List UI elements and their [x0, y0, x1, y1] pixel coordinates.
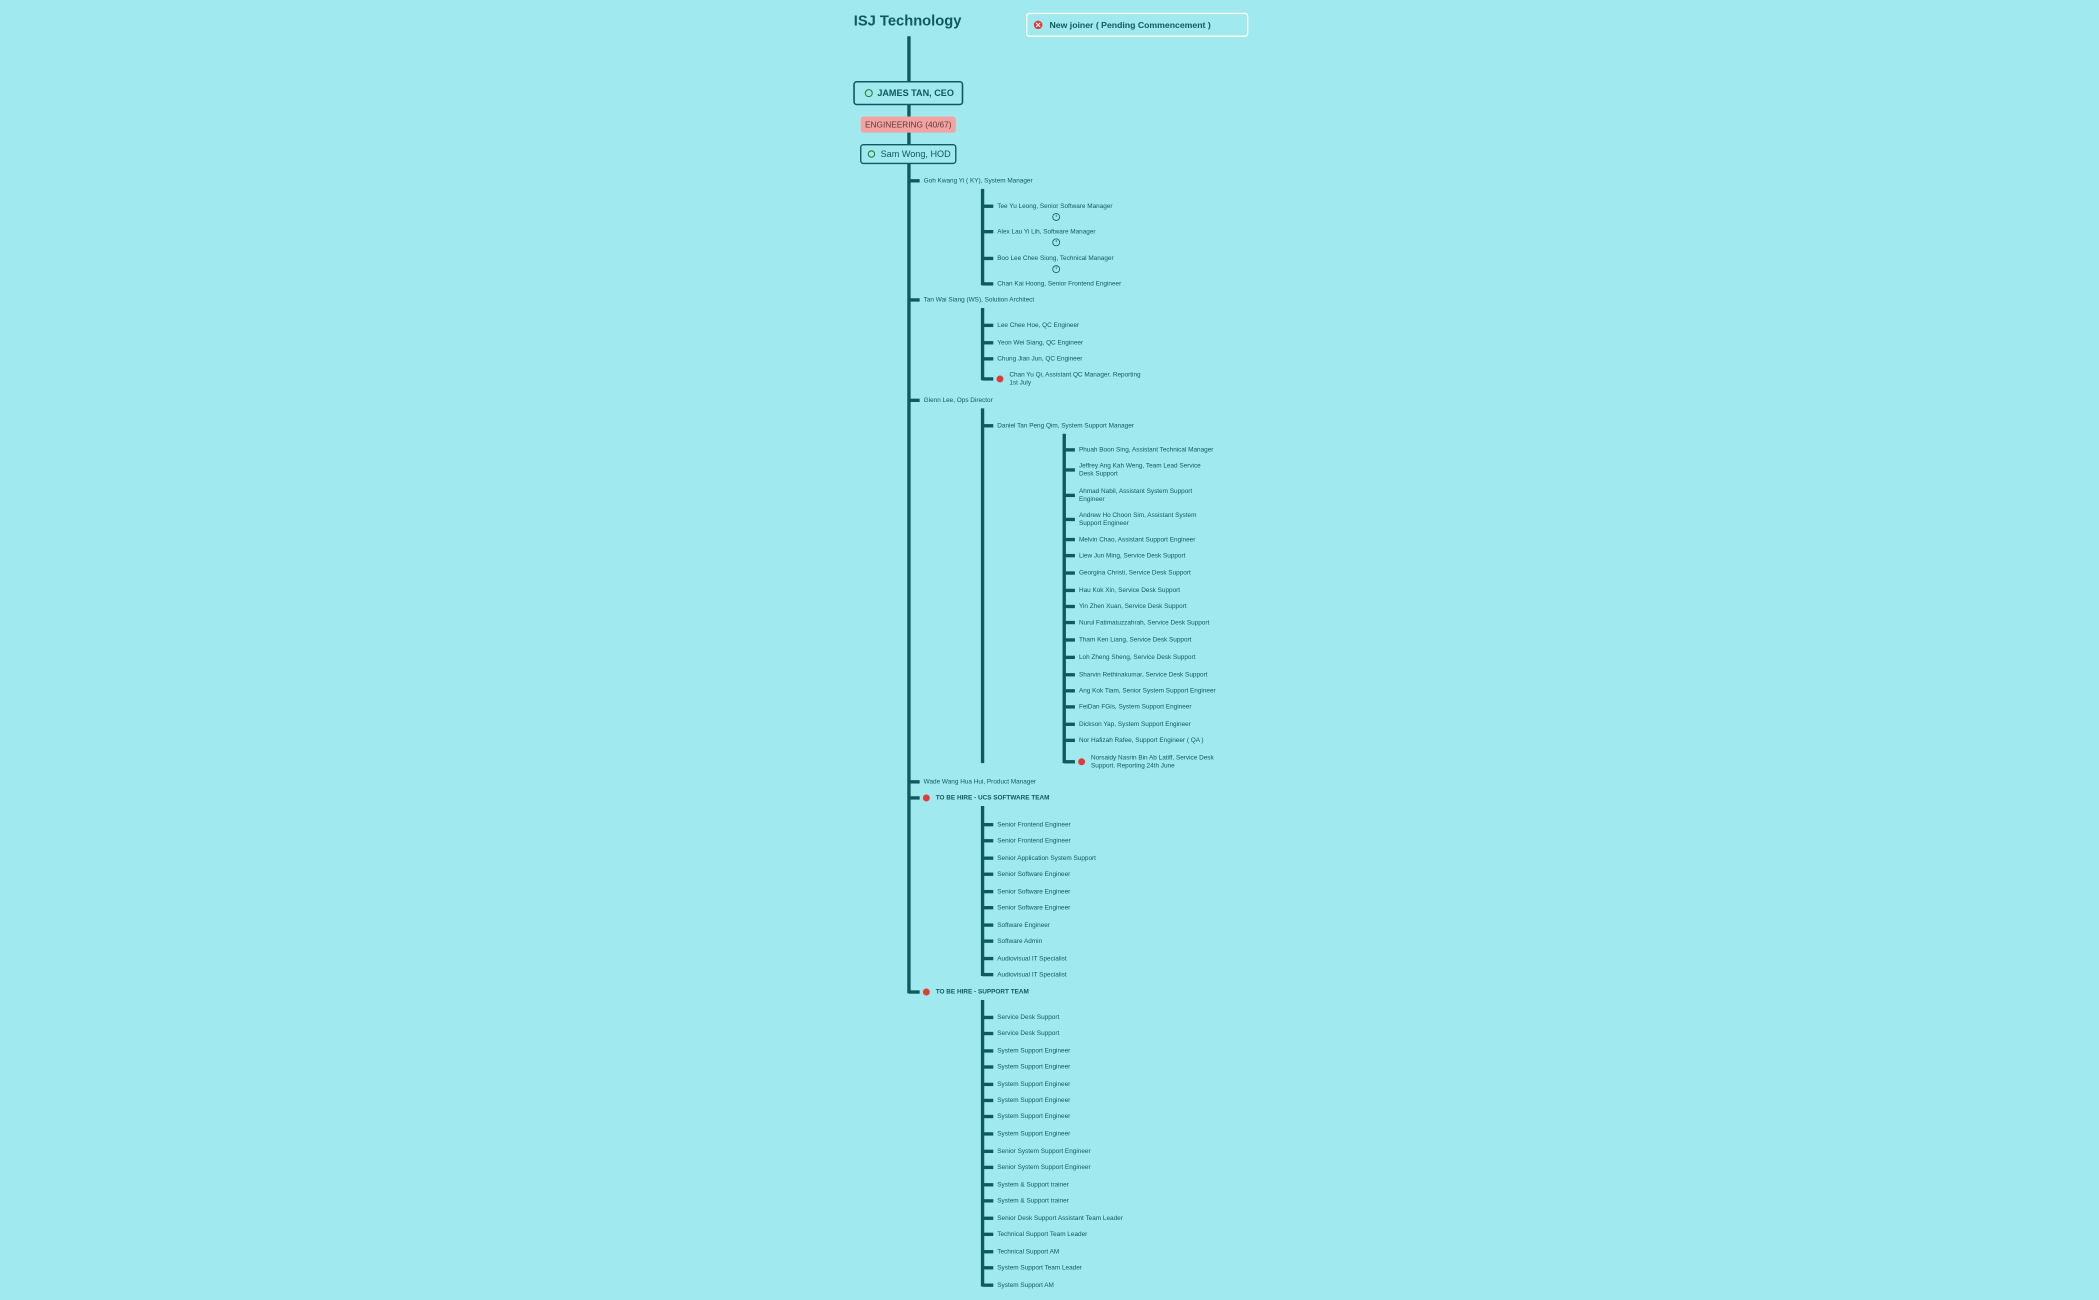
department-label: ENGINEERING (40/67) [865, 119, 952, 129]
node-label: Senior Software Engineer [997, 888, 1071, 895]
node-label: Boo Lee Chee Siong, Technical Manager [997, 255, 1114, 262]
clock-icon [1052, 238, 1061, 247]
node-label: System Support Engineer [997, 1097, 1071, 1104]
node-label: Melvin Chao, Assistant Support Engineer [1079, 536, 1196, 543]
node-label: Nor Hafizah Rafee, Support Engineer ( QA… [1079, 737, 1204, 744]
node-label: Senior Software Engineer [997, 904, 1071, 911]
node-label: Lee Chee Hoe, QC Engineer [997, 322, 1080, 329]
node-label: Alex Lau Yi Lih, Software Manager [997, 228, 1096, 235]
node-label: Service Desk Support [997, 1014, 1059, 1021]
node-label: System Support Engineer [997, 1113, 1071, 1120]
node-label: Tham Ken Liang, Service Desk Support [1079, 637, 1192, 644]
node-label: TO BE HIRE - UCS SOFTWARE TEAM [936, 795, 1050, 802]
node-label: Senior System Support Engineer [997, 1148, 1091, 1155]
node-label: Georgina Christi, Service Desk Support [1079, 570, 1191, 577]
node-label: Senior Software Engineer [997, 871, 1071, 878]
node-label: System Support Engineer [997, 1081, 1071, 1088]
node-label: Audiovisual IT Specialist [997, 971, 1067, 978]
node-label: System Support AM [997, 1282, 1054, 1289]
node-label: Chung Jian Jun, QC Engineer [997, 356, 1083, 363]
node-label: Chan Yu Qi, Assistant QC Manager. Report… [1009, 372, 1141, 379]
node-label: FeiDan FGis, System Support Engineer [1079, 704, 1192, 711]
new-joiner-icon [1078, 758, 1086, 766]
node-label: System Support Team Leader [997, 1264, 1082, 1271]
node-label: Liew Jun Ming, Service Desk Support [1079, 552, 1186, 559]
node-label: Andrew Ho Choon Sim, Assistant System [1079, 512, 1197, 519]
node-label: System Support Engineer [997, 1064, 1071, 1071]
node-label: Senior Application System Support [997, 855, 1096, 862]
node-label: Norsaidy Nasrin Bin Ab Latiff, Service D… [1091, 754, 1215, 761]
node-label: Engineer [1079, 496, 1106, 503]
node-label: Senior Desk Support Assistant Team Leade… [997, 1215, 1123, 1222]
legend-icon-cross [1035, 22, 1041, 28]
new-joiner-icon [922, 988, 930, 996]
node-label: Ang Kok Tiam, Senior System Support Engi… [1079, 688, 1217, 695]
clock-icon [1052, 213, 1061, 221]
node-label: Goh Kwang Yi ( KY), System Manager [924, 178, 1034, 185]
node-label: Nurul Fatimatuzzahrah, Service Desk Supp… [1079, 619, 1210, 626]
ceo-label: JAMES TAN, CEO [877, 88, 954, 98]
node-label: System & Support trainer [997, 1181, 1069, 1188]
new-joiner-icon [922, 794, 930, 802]
node-label: Yeon Wei Siang, QC Engineer [997, 339, 1084, 346]
hod-label: Sam Wong, HOD [881, 149, 952, 159]
node-label: Desk Support [1079, 471, 1118, 478]
node-label: Hau Kok Xin, Service Desk Support [1079, 587, 1180, 594]
node-label: Service Desk Support [997, 1030, 1059, 1037]
person-icon [864, 89, 873, 98]
chart-title: ISJ Technology [854, 13, 962, 29]
node-label: Support Engineer [1079, 520, 1130, 527]
node-label: System Support Engineer [997, 1048, 1071, 1055]
node-label: Tee Yu Leong, Senior Software Manager [997, 203, 1113, 210]
node-label: Technical Support Team Leader [997, 1231, 1088, 1238]
node-label: Yin Zhen Xuan, Service Desk Support [1079, 603, 1187, 610]
node-label: System & Support trainer [997, 1198, 1069, 1205]
node-label: Senior Frontend Engineer [997, 821, 1071, 828]
node-label: Phuah Boon Sing, Assistant Technical Man… [1079, 447, 1214, 454]
node-label: 1st July [1009, 380, 1032, 387]
node-label: Jeffrey Ang Kah Weng, Team Lead Service [1079, 463, 1201, 470]
node-label: TO BE HIRE - SUPPORT TEAM [936, 989, 1029, 996]
legend-box [1026, 12, 1249, 37]
node-label: Wade Wang Hua Hui, Product Manager [924, 779, 1037, 786]
node-label: Glenn Lee, Ops Director [924, 397, 994, 404]
node-label: Audiovisual IT Specialist [997, 955, 1067, 962]
node-label: Ahmad Nabil, Assistant System Support [1079, 488, 1192, 495]
node-label: Sharvin Rethinakumar, Service Desk Suppo… [1079, 671, 1208, 678]
node-label: Dickson Yap, System Support Engineer [1079, 721, 1192, 728]
node-label: Daniel Tan Peng Qim, System Support Mana… [997, 422, 1134, 429]
node-label: Loh Zheng Sheng, Service Desk Support [1079, 654, 1196, 661]
node-label: Software Admin [997, 938, 1042, 945]
node-label: Tan Wai Siang (WS), Solution Architect [924, 297, 1035, 304]
node-label: Chan Kai Hoong, Senior Frontend Engineer [997, 281, 1122, 288]
legend-label: New joiner ( Pending Commencement ) [1050, 20, 1211, 30]
tree: Goh Kwang Yi ( KY), System Manager Tee Yu… [907, 163, 1217, 1289]
node-label: System Support Engineer [997, 1131, 1071, 1138]
node-label: Software Engineer [997, 922, 1051, 929]
node-label: Senior System Support Engineer [997, 1164, 1091, 1171]
person-icon [867, 150, 876, 158]
new-joiner-icon [996, 375, 1004, 383]
clock-icon [1052, 265, 1061, 274]
department-box [860, 116, 956, 133]
node-label: Support. Reporting 24th June [1091, 762, 1175, 769]
node-label: Technical Support AM [997, 1248, 1059, 1255]
node-label: Senior Frontend Engineer [997, 837, 1071, 844]
